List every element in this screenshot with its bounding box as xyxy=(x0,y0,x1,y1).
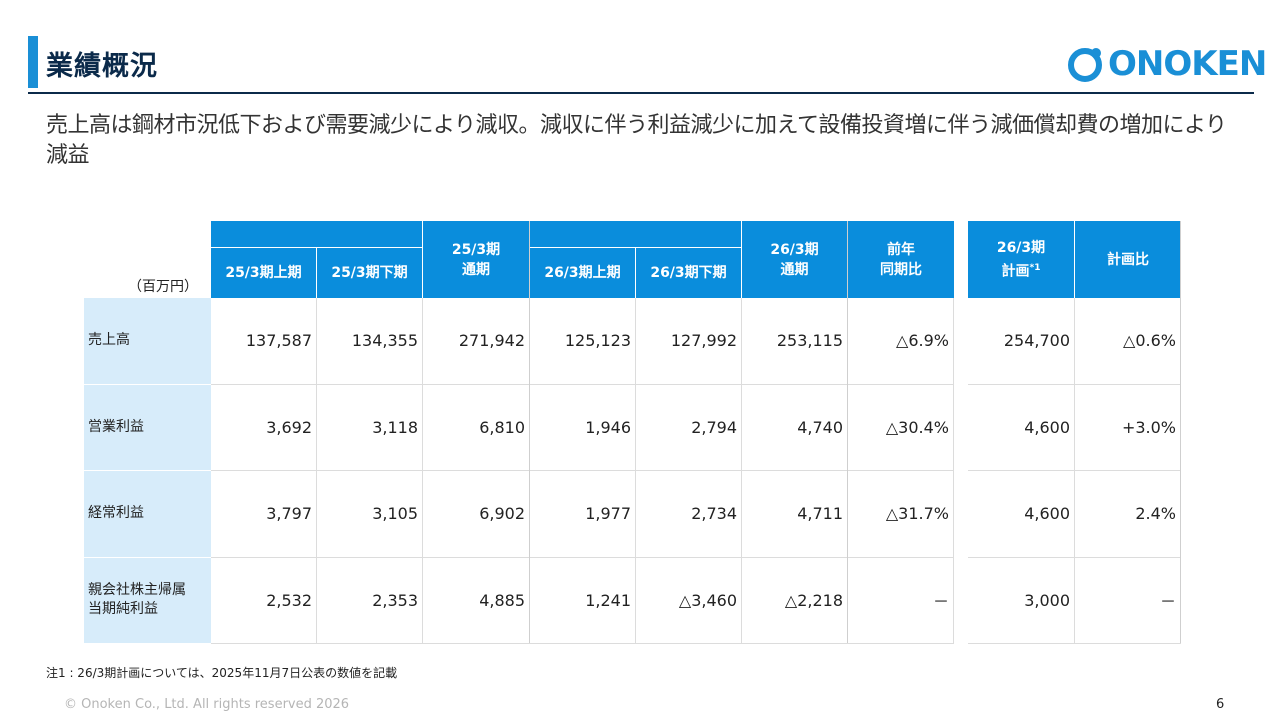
row-label: 営業利益 xyxy=(84,384,211,471)
table-cell: 1,977 xyxy=(530,471,636,558)
footnote-marker: *1 xyxy=(1029,262,1041,273)
table-cell: 2,532 xyxy=(211,557,317,644)
col-header-26fy-line2: 通期 xyxy=(780,261,809,278)
table-cell: 137,587 xyxy=(211,298,317,385)
table-cell: 127,992 xyxy=(636,298,742,385)
table-cell: 4,600 xyxy=(968,384,1075,471)
table-cell: 3,797 xyxy=(211,471,317,558)
row-label-line1: 親会社株主帰属 xyxy=(88,582,186,599)
page-number: 6 xyxy=(1216,697,1225,712)
col-header-25fy-line1: 25/3期 xyxy=(451,241,501,258)
col-header-25fy-line2: 通期 xyxy=(462,261,490,278)
table-cell: 253,115 xyxy=(742,298,848,385)
col-header-vs-plan: 計画比 xyxy=(1075,221,1181,298)
col-header-yoy-line2: 同期比 xyxy=(880,261,922,278)
table-cell: 4,600 xyxy=(968,471,1075,558)
header-band-25 xyxy=(211,221,422,247)
col-header-plan-line1: 26/3期 xyxy=(996,239,1046,256)
col-header-26fy-line1: 26/3期 xyxy=(770,241,819,258)
col-header-26fy: 26/3期 通期 xyxy=(742,221,847,298)
row-label-line1: 経常利益 xyxy=(88,505,144,522)
table-cell: △3,460 xyxy=(636,557,742,644)
row-label: 経常利益 xyxy=(84,471,211,558)
table-cell: 6,902 xyxy=(423,471,530,558)
col-header-26h1: 26/3期上期 xyxy=(530,248,635,298)
table-cell: 271,942 xyxy=(423,298,530,385)
row-label: 親会社株主帰属 当期純利益 xyxy=(84,557,211,644)
table-cell: 1,241 xyxy=(530,557,636,644)
col-header-26h2: 26/3期下期 xyxy=(636,248,741,298)
col-header-25h1: 25/3期上期 xyxy=(211,248,316,298)
table-cell: △2,218 xyxy=(742,557,848,644)
row-label-line2: 当期純利益 xyxy=(88,601,158,618)
copyright: © Onoken Co., Ltd. All rights reserved 2… xyxy=(64,697,350,712)
table-cell: 2,353 xyxy=(317,557,423,644)
table-cell: △0.6% xyxy=(1075,298,1181,385)
table-cell: 4,740 xyxy=(742,384,848,471)
table-cell: 4,711 xyxy=(742,471,848,558)
title-divider xyxy=(28,92,1254,94)
table-cell: 4,885 xyxy=(423,557,530,644)
table-cell: △31.7% xyxy=(848,471,954,558)
title-accent-bar xyxy=(28,36,38,88)
table-cell: 3,105 xyxy=(317,471,423,558)
col-header-plan: 26/3期 計画*1 xyxy=(968,221,1074,298)
column-separator xyxy=(847,221,848,643)
table-cell: 3,692 xyxy=(211,384,317,471)
table-cell: 254,700 xyxy=(968,298,1075,385)
table-cell: 2,734 xyxy=(636,471,742,558)
table-cell: 3,000 xyxy=(968,557,1075,644)
col-header-25h2: 25/3期下期 xyxy=(317,248,422,298)
table-cell: 125,123 xyxy=(530,298,636,385)
table-cell: 6,810 xyxy=(423,384,530,471)
table-cell: 1,946 xyxy=(530,384,636,471)
footnote: 注1 : 26/3期計画については、2025年11月7日公表の数値を記載 xyxy=(46,666,398,680)
col-header-plan-text: 計画 xyxy=(1001,263,1030,280)
row-label-line1: 売上高 xyxy=(88,332,130,349)
col-header-yoy: 前年 同期比 xyxy=(848,221,954,298)
onoken-logo-icon xyxy=(1068,48,1102,82)
header-band-26 xyxy=(530,221,741,247)
table-cell: 2.4% xyxy=(1075,471,1181,558)
page-title: 業績概況 xyxy=(46,51,158,82)
table-cell: 2,794 xyxy=(636,384,742,471)
summary-text: 売上高は鋼材市況低下および需要減少により減収。減収に伴う利益減少に加えて設備投資… xyxy=(46,113,1227,168)
table-cell: － xyxy=(848,557,954,644)
table-cell: － xyxy=(1075,557,1181,644)
table-cell: +3.0% xyxy=(1075,384,1181,471)
table-cell: △6.9% xyxy=(848,298,954,385)
col-header-plan-line2: 計画*1 xyxy=(1002,258,1041,282)
row-label: 売上高 xyxy=(84,298,211,385)
col-header-25fy: 25/3期 通期 xyxy=(423,221,529,298)
table-cell: 3,118 xyxy=(317,384,423,471)
column-separator xyxy=(1180,221,1181,643)
logo-text: ONOKEN xyxy=(1108,44,1267,84)
row-label-line1: 営業利益 xyxy=(88,418,144,435)
col-header-yoy-line1: 前年 xyxy=(887,241,915,258)
unit-label: （百万円） xyxy=(128,279,198,295)
table-cell: 134,355 xyxy=(317,298,423,385)
column-separator xyxy=(529,221,530,643)
company-logo: ONOKEN xyxy=(1066,44,1267,84)
table-cell: △30.4% xyxy=(848,384,954,471)
